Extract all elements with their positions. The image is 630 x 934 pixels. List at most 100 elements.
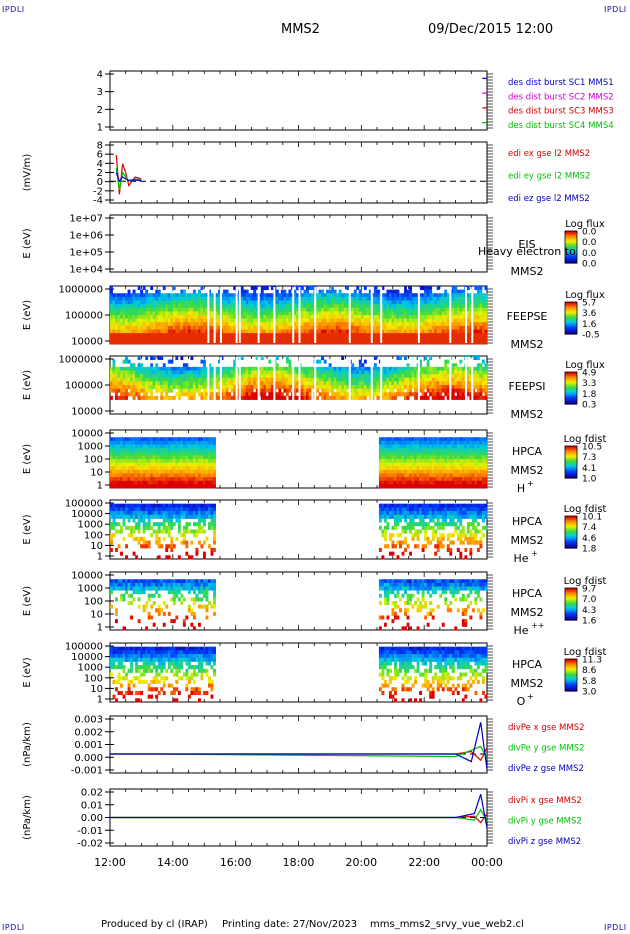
spectrogram-cell: [404, 451, 407, 456]
spectrogram-cell: [401, 484, 405, 489]
spectrogram-cell: [223, 388, 227, 393]
spectrogram-cell: [197, 374, 201, 379]
spectrogram-cell: [170, 459, 174, 464]
spectrogram-cell: [361, 311, 365, 316]
spectrogram-cell: [346, 392, 350, 397]
spectrogram-cell: [248, 296, 252, 301]
spectrogram-cell: [343, 385, 347, 390]
spectrogram-cell: [293, 333, 297, 338]
spectrogram-cell: [419, 333, 423, 338]
spectrogram-cell: [170, 322, 174, 327]
spectrogram-cell: [439, 329, 443, 334]
spectrogram-cell: [456, 293, 460, 298]
spectrogram-cell: [180, 448, 184, 453]
spectrogram-cell: [316, 307, 320, 312]
spectrogram-cell: [421, 311, 425, 316]
spectrogram-cell: [137, 340, 141, 345]
spectrogram-cell: [125, 459, 128, 464]
spectrogram-cell: [135, 304, 139, 309]
spectrogram-cell: [243, 311, 247, 316]
spectrogram-cell: [353, 307, 357, 312]
spectrogram-cell: [162, 318, 166, 323]
spectrogram-cell: [127, 300, 131, 305]
spectrogram-cell: [444, 307, 448, 312]
spectrogram-cell: [230, 381, 234, 386]
spectrogram-cell: [208, 381, 211, 386]
colorbar-cell: [565, 236, 577, 239]
spectrogram-cell: [110, 395, 113, 400]
spectrogram-cell: [127, 444, 131, 449]
spectrogram-cell: [331, 329, 335, 334]
spectrogram-cell: [278, 366, 282, 371]
spectrogram-cell: [321, 300, 325, 305]
spectrogram-cell: [383, 315, 387, 320]
spectrogram-cell: [268, 322, 272, 327]
spectrogram-cell: [200, 370, 204, 375]
spectrogram-cell: [197, 289, 201, 294]
spectrogram-cell: [215, 318, 219, 323]
spectrogram-cell: [356, 377, 360, 382]
spectrogram-cell: [162, 466, 166, 471]
spectrogram-cell: [326, 336, 330, 341]
data-gap-stripe: [235, 357, 238, 413]
spectrogram-cell: [436, 318, 440, 323]
spectrogram-cell: [461, 289, 465, 294]
spectrogram-cell: [318, 333, 322, 338]
spectrogram-cell: [406, 381, 410, 386]
spectrogram-cell: [318, 318, 322, 323]
spectrogram-cell: [200, 462, 204, 467]
spectrogram-cell: [321, 296, 325, 301]
colorbar-cell: [565, 253, 577, 256]
spectrogram-cell: [338, 370, 342, 375]
spectrogram-cell: [130, 325, 134, 330]
spectrogram-cell: [368, 336, 372, 341]
spectrogram-cell: [150, 322, 154, 327]
spectrogram-cell: [311, 366, 314, 371]
spectrogram-cell: [424, 392, 428, 397]
spectrogram-cell: [192, 388, 196, 393]
spectrogram-cell: [177, 304, 181, 309]
spectrogram-cell: [424, 307, 428, 312]
spectrogram-cell: [180, 318, 184, 323]
spectrogram-cell: [177, 374, 181, 379]
spectrogram-cell: [376, 336, 380, 341]
panel-side-label: MMS2: [511, 265, 544, 278]
spectrogram-cell: [394, 440, 397, 445]
spectrogram-cell: [117, 451, 121, 456]
spectrogram-cell: [301, 293, 304, 298]
spectrogram-cell: [454, 304, 458, 309]
spectrogram-cell: [429, 370, 433, 375]
spectrogram-cell: [255, 366, 259, 371]
spectrogram-cell: [185, 388, 189, 393]
spectrogram-cell: [142, 311, 146, 316]
spectrogram-cell: [399, 377, 402, 382]
spectrogram-cell: [434, 325, 438, 330]
spectrogram-cell: [190, 462, 194, 467]
spectrogram-cell: [187, 325, 191, 330]
spectrogram-cell: [218, 395, 221, 400]
spectrogram-cell: [225, 289, 229, 294]
spectrogram-cell: [316, 366, 320, 371]
spectrogram-cell: [406, 477, 410, 482]
spectrogram-cell: [208, 318, 211, 323]
spectrogram-cell: [117, 440, 121, 445]
spectrogram-cell: [150, 329, 154, 334]
spectrogram-cell: [441, 311, 445, 316]
spectrogram-cell: [331, 315, 335, 320]
spectrogram-cell: [155, 451, 159, 456]
spectrogram-cell: [255, 300, 259, 305]
spectrogram-cell: [147, 329, 151, 334]
spectrogram-cell: [130, 374, 134, 379]
spectrogram-cell: [137, 333, 141, 338]
spectrogram-cell: [280, 296, 284, 301]
spectrogram-cell: [383, 370, 387, 375]
spectrogram-cell: [459, 322, 463, 327]
spectrogram-cell: [182, 366, 186, 371]
spectrogram-cell: [404, 333, 407, 338]
spectrogram-cell: [112, 325, 116, 330]
spectrogram-cell: [200, 377, 204, 382]
spectrogram-cell: [353, 340, 357, 345]
spectrogram-cell: [240, 322, 244, 327]
spectrogram-cell: [150, 325, 154, 330]
